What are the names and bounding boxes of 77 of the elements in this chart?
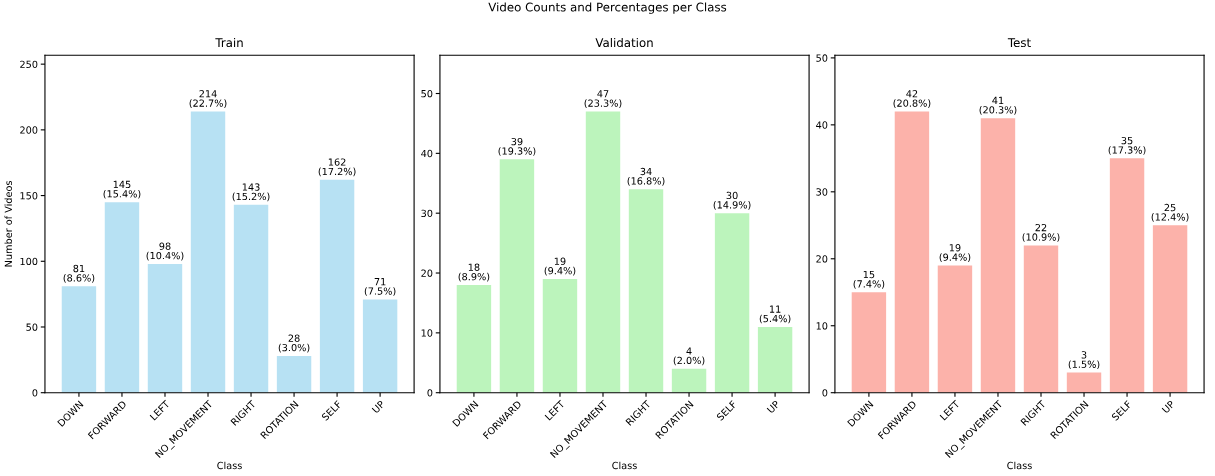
data-label: 39 (19.3%) bbox=[498, 137, 536, 156]
data-label: 42 (20.8%) bbox=[893, 90, 931, 108]
y-tick-label: 40 bbox=[421, 149, 433, 158]
bar bbox=[319, 179, 355, 393]
y-tick-label: 100 bbox=[20, 257, 38, 266]
bar bbox=[456, 284, 492, 393]
bar bbox=[147, 263, 183, 393]
y-tick-label: 20 bbox=[421, 269, 433, 277]
bar bbox=[628, 189, 664, 393]
y-tick-label: 50 bbox=[421, 89, 433, 98]
y-tick-label: 0 bbox=[822, 389, 828, 397]
data-label: 18 (8.9%) bbox=[458, 263, 490, 282]
text: Video Counts and Percentages per Class bbox=[488, 2, 727, 14]
x-tick-label: UP bbox=[371, 400, 386, 414]
data-label: 4 (2.0%) bbox=[673, 347, 705, 366]
bar bbox=[980, 118, 1016, 393]
y-tick-label: 30 bbox=[816, 188, 828, 196]
data-label: 30 (14.9%) bbox=[713, 191, 751, 210]
y-axis-title: Number of Videos bbox=[4, 180, 13, 267]
x-tick-label: UP bbox=[766, 400, 781, 414]
bar bbox=[499, 159, 535, 393]
y-tick-label: 10 bbox=[421, 329, 433, 337]
bar bbox=[714, 213, 750, 393]
chart-title: Train bbox=[215, 37, 243, 48]
data-label: 71 (7.5%) bbox=[364, 278, 396, 296]
data-label: 81 (8.6%) bbox=[63, 264, 95, 283]
bar bbox=[233, 204, 269, 393]
bar bbox=[276, 355, 312, 393]
x-tick-label: UP bbox=[1161, 400, 1176, 414]
data-label: 28 (3.0%) bbox=[278, 334, 310, 353]
x-axis-title: Class bbox=[1007, 461, 1032, 470]
y-tick-label: 50 bbox=[816, 54, 828, 62]
data-label: 98 (10.4%) bbox=[146, 242, 184, 261]
data-label: 11 (5.4%) bbox=[759, 305, 791, 324]
chart-title: Test bbox=[1007, 38, 1031, 48]
bar bbox=[851, 292, 887, 393]
bar bbox=[937, 265, 973, 393]
x-axis-title: Class bbox=[217, 461, 242, 470]
data-label: 25 (12.4%) bbox=[1151, 203, 1189, 222]
y-tick-label: 40 bbox=[816, 121, 828, 129]
bar bbox=[1023, 245, 1059, 393]
data-label: 35 (17.3%) bbox=[1108, 136, 1146, 155]
bar bbox=[362, 299, 398, 393]
bar bbox=[585, 111, 621, 393]
data-label: 145 (15.4%) bbox=[103, 180, 141, 199]
data-label: 162 (17.2%) bbox=[318, 158, 356, 177]
bar bbox=[104, 202, 140, 393]
y-tick-label: 30 bbox=[421, 209, 433, 218]
data-label: 19 (9.4%) bbox=[544, 257, 576, 276]
data-label: 15 (7.4%) bbox=[853, 270, 885, 289]
data-label: 3 (1.5%) bbox=[1068, 351, 1100, 370]
data-label: 143 (15.2%) bbox=[232, 183, 270, 202]
data-label: 22 (10.9%) bbox=[1022, 223, 1060, 242]
y-tick-label: 250 bbox=[20, 60, 38, 68]
bar bbox=[190, 111, 226, 393]
data-label: 41 (20.3%) bbox=[979, 96, 1017, 115]
y-tick-label: 0 bbox=[427, 389, 433, 397]
y-tick-label: 0 bbox=[32, 389, 38, 397]
bar bbox=[61, 286, 97, 393]
y-tick-label: 200 bbox=[20, 126, 38, 134]
bar bbox=[542, 279, 578, 393]
y-tick-label: 50 bbox=[26, 323, 38, 331]
data-label: 47 (23.3%) bbox=[584, 90, 622, 108]
bar bbox=[894, 111, 930, 393]
bar bbox=[671, 368, 707, 393]
bar bbox=[1109, 158, 1145, 393]
y-tick-label: 10 bbox=[816, 322, 828, 330]
y-tick-label: 150 bbox=[20, 192, 38, 200]
bar bbox=[1066, 372, 1102, 393]
data-label: 214 (22.7%) bbox=[189, 90, 227, 108]
bar bbox=[757, 326, 793, 393]
x-axis-title: Class bbox=[612, 461, 637, 470]
y-tick-label: 20 bbox=[816, 255, 828, 263]
data-label: 19 (9.4%) bbox=[939, 244, 971, 262]
bar bbox=[1152, 225, 1188, 393]
chart-title: Validation bbox=[595, 37, 653, 48]
data-label: 34 (16.8%) bbox=[627, 167, 665, 186]
